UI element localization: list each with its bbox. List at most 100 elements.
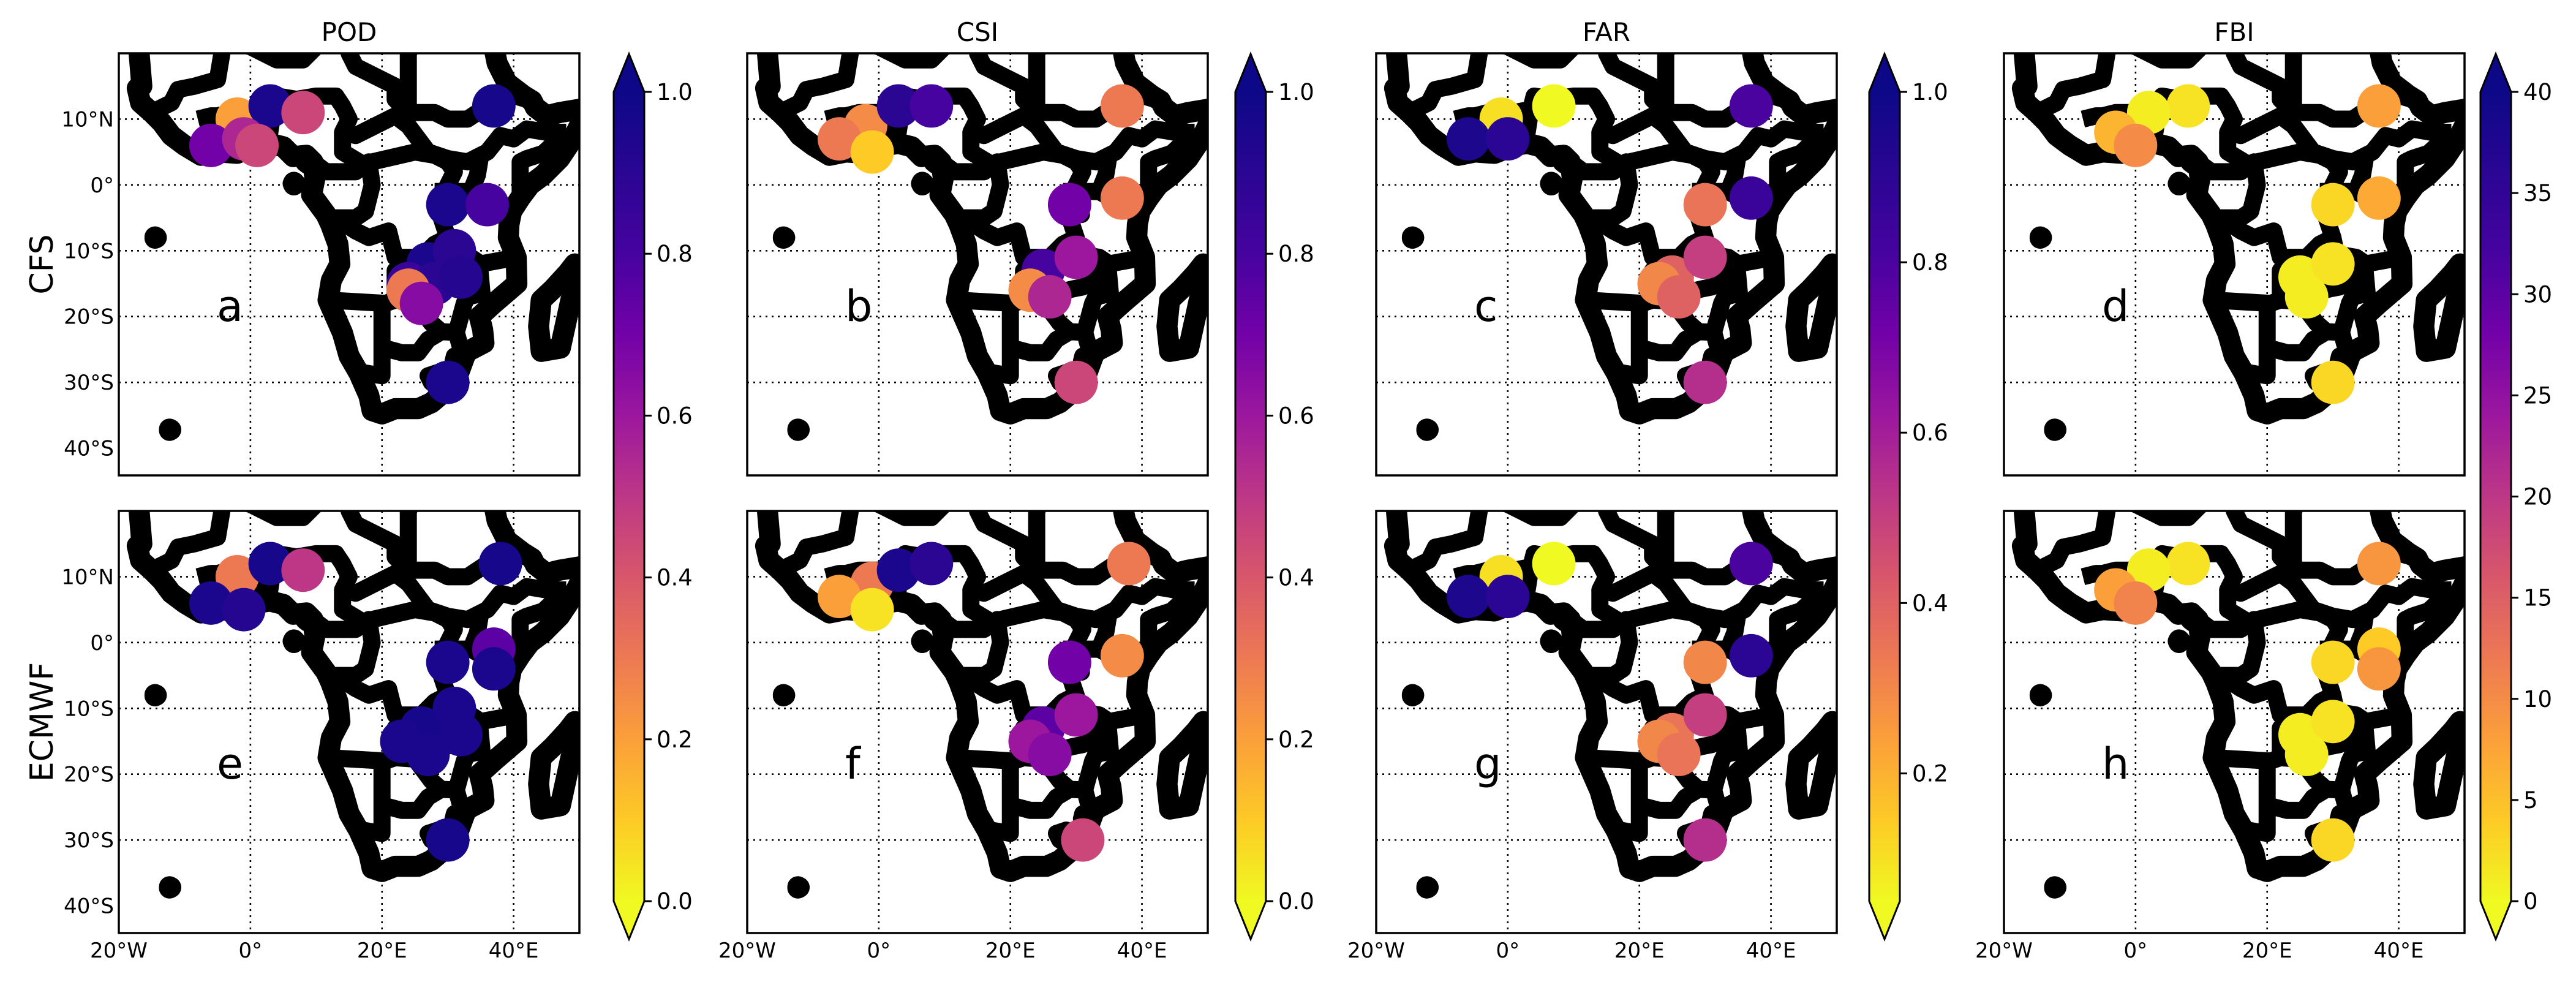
map-panel-b: b CSI xyxy=(746,17,1209,477)
score-marker xyxy=(472,84,516,128)
score-marker xyxy=(439,712,483,757)
panel-label: c xyxy=(1474,281,1498,331)
lon-tick-label: 0° xyxy=(239,939,263,963)
score-marker xyxy=(1100,633,1144,678)
score-marker xyxy=(1729,633,1773,678)
score-marker xyxy=(2357,542,2401,586)
colorbar-tick-label: 20 xyxy=(2523,484,2552,510)
colorbar-tick-label: 0.0 xyxy=(1278,888,1314,915)
score-marker xyxy=(426,360,470,404)
lon-tick-label: 20°E xyxy=(1614,939,1665,963)
colorbar-tick-label: 0.2 xyxy=(657,727,693,753)
panel-frame xyxy=(118,510,581,934)
score-marker xyxy=(1446,117,1490,161)
colorbar-pod: 0.0 0.2 0.4 0.6 0.8 1.0 xyxy=(612,51,693,942)
score-marker xyxy=(1683,693,1727,737)
lat-tick-label: 30°S xyxy=(64,371,114,395)
colorbar-csi: 0.0 0.2 0.4 0.6 0.8 1.0 xyxy=(1234,51,1314,942)
score-marker xyxy=(1446,575,1490,619)
lat-tick-label: 40°S xyxy=(64,894,114,919)
map-panel-a: a POD CFS 10°N 0° 10°S 20°S 30°S 40°S xyxy=(24,17,581,477)
column-title: FAR xyxy=(1583,17,1630,47)
score-marker xyxy=(1047,183,1091,227)
lat-tick-label: 40°S xyxy=(64,437,114,461)
row-title: ECMWF xyxy=(24,662,61,782)
score-marker xyxy=(2311,183,2355,227)
lat-tick-label: 0° xyxy=(90,173,114,198)
lon-tick-label: 40°E xyxy=(1117,939,1167,963)
lat-tick-label: 10°S xyxy=(64,697,114,721)
score-marker xyxy=(1657,275,1701,319)
lon-tick-label: 20°E xyxy=(985,939,1036,963)
row-title: CFS xyxy=(24,234,61,294)
colorbar-tick-label: 0.8 xyxy=(1278,241,1314,267)
lat-tick-label: 20°S xyxy=(64,305,114,330)
score-marker xyxy=(472,647,516,691)
score-marker xyxy=(817,117,861,161)
score-marker xyxy=(876,84,921,128)
map-panel-h: h 20°W 0° 20°E 40°E xyxy=(1975,510,2466,963)
colorbar-tick-label: 0.6 xyxy=(1912,420,1948,446)
colorbar-tick-label: 25 xyxy=(2523,382,2552,409)
map-panel-d: d FBI xyxy=(2003,17,2466,477)
colorbar-tick-label: 0.0 xyxy=(657,888,693,915)
score-marker xyxy=(1054,360,1098,404)
score-marker xyxy=(189,581,233,625)
score-marker xyxy=(1486,575,1530,619)
map-panel-e: e ECMWF 10°N 0° 10°S 20°S 30°S 40°S 20°W 0° 20°E 40… xyxy=(24,510,581,963)
colorbar-tick-label: 10 xyxy=(2523,686,2552,712)
score-marker xyxy=(1657,733,1701,776)
lon-tick-label: 40°E xyxy=(489,939,539,963)
column-title: FBI xyxy=(2214,17,2254,47)
score-marker xyxy=(406,733,450,776)
score-marker xyxy=(189,123,233,167)
panel-frame xyxy=(2003,510,2466,934)
score-marker xyxy=(2311,818,2355,862)
lat-tick-label: 30°S xyxy=(64,828,114,853)
lon-tick-label: 0° xyxy=(1496,939,1520,963)
colorbar-tick-label: 0 xyxy=(2523,888,2538,915)
colorbar-tick-label: 0.4 xyxy=(657,565,693,591)
map-panels: a POD CFS 10°N 0° 10°S 20°S 30°S 40°S b CSI c FAR d FB… xyxy=(24,17,2466,963)
score-marker xyxy=(1054,693,1098,737)
score-marker xyxy=(215,554,259,599)
score-marker xyxy=(1683,360,1727,404)
score-marker xyxy=(2311,242,2355,286)
panel-frame xyxy=(746,510,1209,934)
lat-tick-label: 10°N xyxy=(61,565,114,589)
lon-tick-label: 40°E xyxy=(2374,939,2424,963)
score-marker xyxy=(2114,123,2158,167)
colorbar-tick-label: 0.4 xyxy=(1912,590,1948,616)
score-marker xyxy=(2357,176,2401,220)
score-marker xyxy=(2357,84,2401,128)
score-marker xyxy=(235,123,279,167)
colorbar-tick-label: 0.8 xyxy=(1912,249,1948,276)
panel-frame xyxy=(118,52,581,477)
score-marker xyxy=(248,84,292,128)
score-marker xyxy=(1683,640,1727,684)
score-marker xyxy=(1729,542,1773,586)
lon-tick-label: 20°E xyxy=(357,939,407,963)
score-marker xyxy=(2284,733,2329,776)
score-marker xyxy=(1729,176,1773,220)
lon-tick-label: 20°W xyxy=(1347,939,1405,963)
colorbar-tick-label: 1.0 xyxy=(1278,79,1314,105)
score-marker xyxy=(2357,647,2401,691)
lat-tick-label: 20°S xyxy=(64,763,114,787)
score-marker xyxy=(1532,84,1576,128)
colorbar-tick-label: 1.0 xyxy=(657,79,693,105)
score-marker xyxy=(910,542,954,586)
colorbar-tick-label: 0.2 xyxy=(1278,727,1314,753)
colorbar-tick-label: 30 xyxy=(2523,281,2552,308)
lat-tick-label: 10°N xyxy=(61,107,114,132)
colorbar-far: 0.2 0.4 0.6 0.8 1.0 xyxy=(1868,51,1948,942)
score-marker xyxy=(2166,542,2210,586)
score-marker xyxy=(399,281,443,325)
colorbar-tick-label: 0.2 xyxy=(1912,760,1948,787)
lat-tick-label: 0° xyxy=(90,631,114,656)
score-marker xyxy=(2126,91,2171,135)
lon-tick-label: 20°W xyxy=(90,939,148,963)
lon-tick-label: 20°E xyxy=(2242,939,2292,963)
score-marker xyxy=(2311,700,2355,744)
